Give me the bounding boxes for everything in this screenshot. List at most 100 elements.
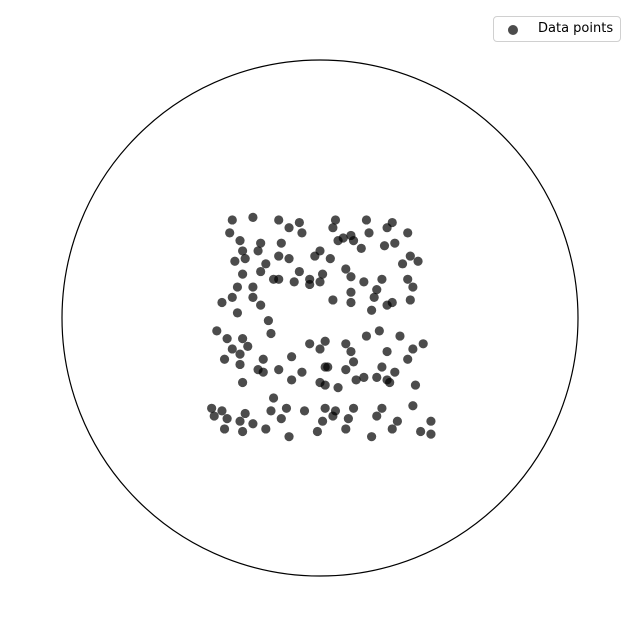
data-point: [235, 236, 245, 246]
data-point: [248, 212, 258, 222]
data-point: [276, 238, 286, 248]
data-point: [230, 256, 240, 266]
data-point: [348, 403, 359, 413]
data-point: [343, 414, 353, 424]
data-point: [328, 223, 338, 233]
data-point: [217, 406, 227, 416]
data-point: [207, 403, 217, 413]
data-point: [323, 362, 333, 372]
data-point: [377, 274, 387, 284]
data-point: [320, 380, 330, 390]
data-point: [240, 254, 250, 264]
data-point: [392, 416, 402, 426]
data-point: [227, 215, 237, 225]
data-point: [305, 339, 315, 349]
data-point: [333, 236, 343, 246]
data-point: [405, 295, 415, 305]
data-point: [356, 243, 366, 253]
data-point: [287, 352, 297, 362]
data-point: [225, 228, 235, 238]
data-point: [258, 354, 268, 364]
data-point: [341, 424, 351, 434]
data-point: [320, 336, 330, 346]
data-point: [297, 367, 307, 377]
data-point: [238, 334, 248, 344]
data-point: [209, 411, 219, 421]
data-point: [276, 414, 286, 424]
data-point: [297, 228, 307, 238]
data-point: [372, 411, 382, 421]
data-point: [390, 367, 400, 377]
data-point: [263, 315, 273, 326]
data-point: [426, 429, 436, 439]
data-point: [266, 406, 276, 416]
data-point: [232, 282, 243, 292]
data-point: [341, 365, 351, 375]
data-point: [261, 259, 271, 269]
data-point: [217, 297, 227, 308]
data-point: [395, 331, 405, 341]
data-point: [238, 246, 248, 256]
data-point: [369, 292, 379, 302]
data-point: [361, 215, 372, 225]
data-point: [256, 238, 266, 248]
data-point: [238, 377, 248, 388]
data-point: [294, 217, 304, 228]
data-point: [367, 305, 377, 315]
data-point: [317, 416, 328, 426]
data-point: [235, 359, 245, 370]
data-point: [235, 416, 245, 426]
legend: Data points: [493, 16, 621, 42]
data-point: [382, 346, 392, 357]
data-point: [359, 277, 369, 287]
data-point: [374, 326, 384, 336]
data-point: [333, 383, 343, 393]
data-point: [372, 285, 382, 295]
data-point: [227, 292, 237, 302]
data-point: [346, 272, 356, 282]
data-point: [390, 238, 400, 248]
data-point: [299, 406, 310, 416]
data-point: [274, 251, 284, 261]
data-point: [361, 331, 372, 341]
data-point: [287, 375, 297, 385]
data-point: [256, 266, 266, 277]
data-point: [222, 334, 232, 344]
data-point: [238, 426, 248, 437]
data-point: [212, 326, 222, 336]
legend-marker: [508, 25, 518, 35]
data-point: [289, 277, 299, 287]
data-point: [284, 432, 294, 442]
data-point: [312, 426, 323, 437]
data-point: [341, 339, 351, 349]
data-point: [403, 274, 413, 284]
data-point: [405, 251, 415, 261]
data-point: [315, 344, 325, 354]
data-point: [294, 266, 304, 277]
data-point: [387, 424, 397, 434]
data-point: [372, 372, 382, 382]
data-point: [281, 403, 292, 413]
data-point: [266, 328, 276, 339]
data-point: [330, 215, 341, 225]
data-point: [219, 424, 230, 434]
data-point: [222, 414, 232, 424]
data-point: [243, 341, 253, 351]
data-point: [408, 401, 418, 411]
data-point: [253, 246, 263, 256]
data-point: [348, 236, 359, 246]
data-point: [385, 377, 395, 388]
data-point: [317, 269, 328, 279]
data-point: [274, 215, 284, 225]
data-point: [379, 241, 390, 251]
data-point: [408, 282, 418, 292]
data-point: [403, 354, 413, 364]
data-point: [240, 408, 250, 419]
data-point: [382, 300, 392, 310]
data-points-layer: [207, 212, 436, 442]
data-point: [238, 269, 248, 279]
data-point: [328, 411, 338, 421]
data-point: [310, 251, 320, 261]
data-point: [418, 339, 428, 349]
